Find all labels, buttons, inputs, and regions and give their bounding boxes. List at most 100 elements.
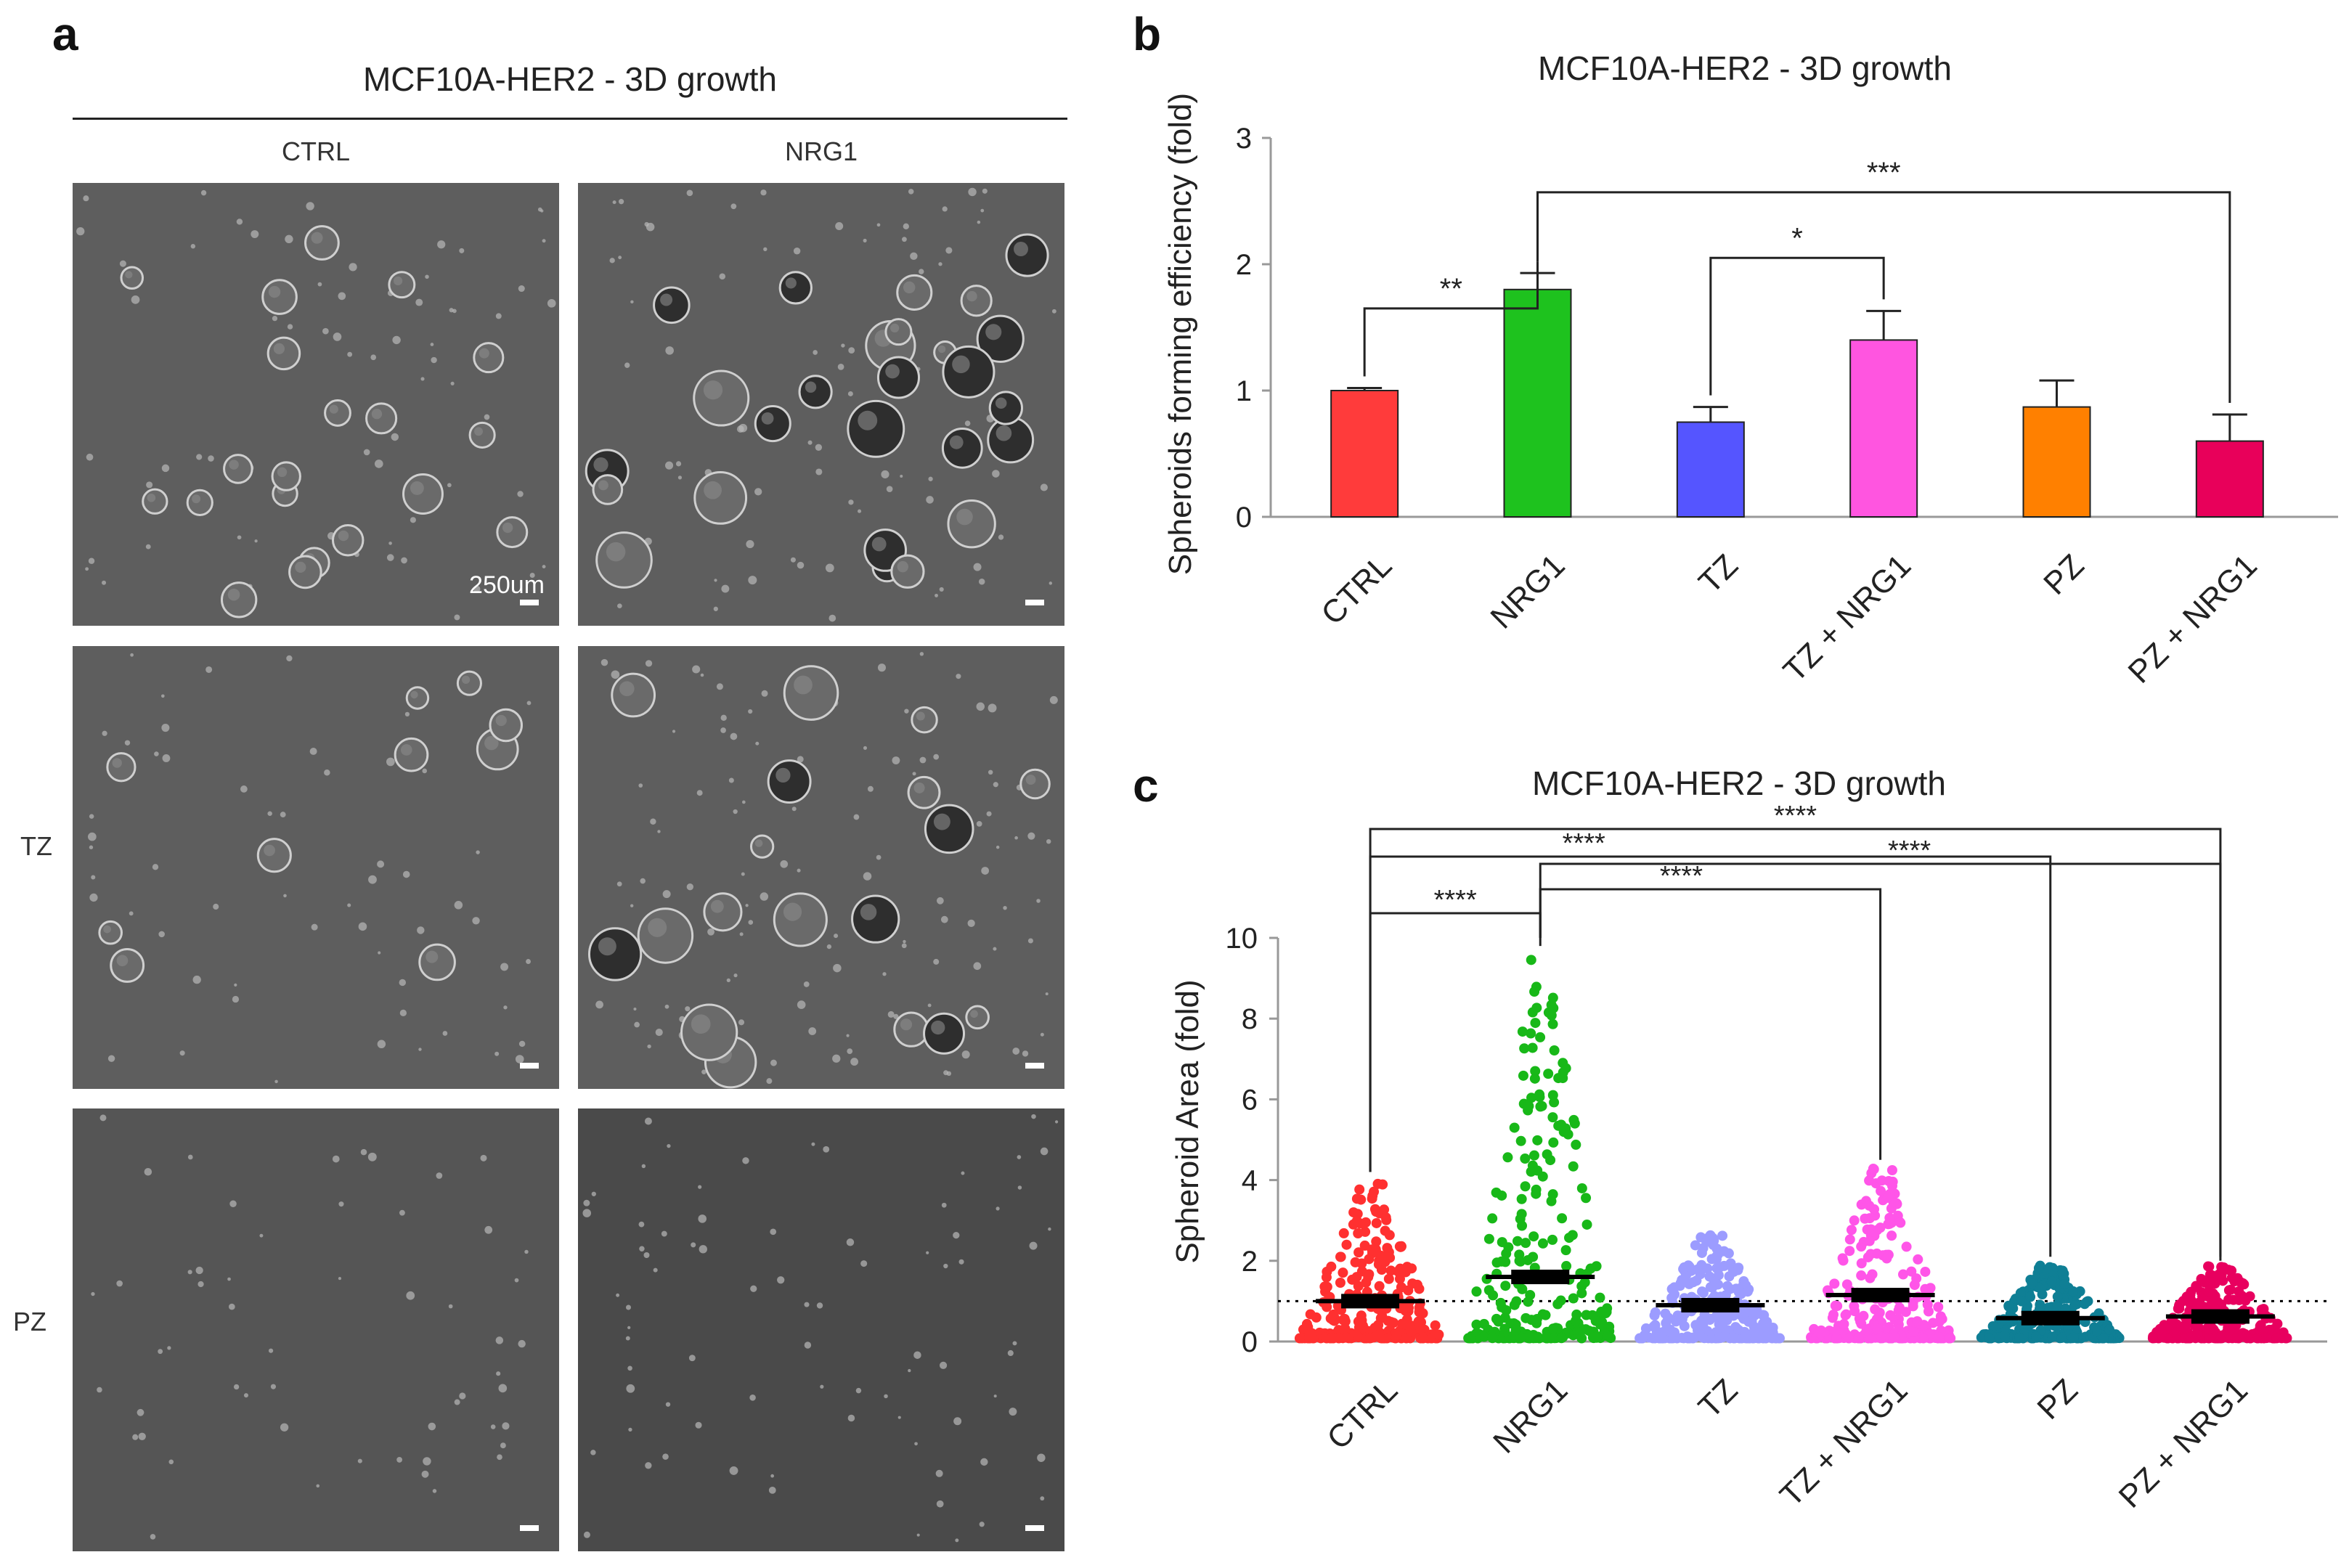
data-point <box>1758 1330 1769 1341</box>
data-point <box>1328 1309 1339 1320</box>
debris-dot <box>700 673 704 677</box>
debris-dot <box>630 904 634 907</box>
data-point <box>1707 1282 1718 1293</box>
data-point <box>1547 1018 1558 1029</box>
debris-dot <box>768 1486 776 1494</box>
debris-dot <box>863 872 872 881</box>
spheroid <box>884 318 913 346</box>
data-point <box>1595 1292 1605 1303</box>
data-point <box>1530 1018 1541 1029</box>
debris-dot <box>237 535 242 540</box>
data-point <box>1348 1207 1359 1218</box>
debris-dot <box>161 724 170 732</box>
debris-dot <box>1045 992 1049 996</box>
debris-dot <box>691 1242 696 1248</box>
spheroid-highlight <box>900 1018 913 1031</box>
debris-dot <box>823 1146 830 1153</box>
data-point <box>1865 1249 1876 1259</box>
data-point <box>1875 1222 1886 1233</box>
data-point <box>1400 1302 1411 1312</box>
spheroid <box>456 670 482 696</box>
debris-dot <box>625 1336 630 1341</box>
data-point <box>1884 1212 1895 1223</box>
data-point <box>1724 1271 1735 1282</box>
debris-dot <box>777 1276 785 1284</box>
debris-dot <box>404 711 410 716</box>
debris-dot <box>903 939 906 944</box>
data-point <box>1669 1327 1680 1338</box>
data-point <box>1895 1217 1906 1228</box>
debris-dot <box>750 1285 757 1292</box>
spheroid-highlight <box>996 425 1012 441</box>
debris-dot <box>876 223 881 227</box>
debris-dot <box>739 932 744 936</box>
scale-bar <box>1025 600 1044 605</box>
data-point <box>1546 1010 1557 1021</box>
data-point <box>1528 1231 1539 1242</box>
debris-dot <box>935 1469 943 1477</box>
debris-dot <box>968 187 977 197</box>
debris-dot <box>886 486 893 492</box>
data-point <box>1856 1258 1867 1269</box>
debris-dot <box>728 777 734 783</box>
micrograph-tz-nrg1 <box>578 646 1064 1089</box>
debris-dot <box>154 751 159 756</box>
data-point <box>2014 1332 2024 1343</box>
data-point <box>1984 1333 1995 1344</box>
debris-dot <box>754 488 762 496</box>
spheroid-highlight <box>952 355 970 374</box>
debris-dot <box>803 981 810 987</box>
data-point <box>1530 1066 1541 1077</box>
debris-dot <box>797 1000 806 1009</box>
row-label-pz: PZ <box>13 1307 47 1336</box>
debris-dot <box>192 975 201 984</box>
data-point <box>1900 1307 1911 1318</box>
data-point <box>1353 1247 1364 1258</box>
spheroid <box>960 285 993 317</box>
data-point <box>1767 1323 1778 1334</box>
debris-dot <box>698 1185 702 1189</box>
data-point <box>1385 1317 1396 1328</box>
data-point <box>1391 1330 1402 1341</box>
data-point <box>1371 1217 1382 1228</box>
data-point <box>2079 1299 2090 1310</box>
data-point <box>2047 1331 2058 1342</box>
debris-dot <box>935 593 938 597</box>
debris-dot <box>665 346 674 355</box>
data-point <box>1371 1236 1382 1247</box>
spheroid-highlight <box>495 714 507 727</box>
debris-dot <box>837 363 844 370</box>
debris-dot <box>338 1277 342 1281</box>
debris-dot <box>745 904 749 907</box>
debris-dot <box>618 256 622 260</box>
debris-dot <box>410 517 416 523</box>
debris-dot <box>793 248 801 255</box>
debris-dot <box>1031 1114 1036 1119</box>
spheroid-highlight <box>311 232 323 244</box>
spheroid-highlight <box>785 277 797 289</box>
debris-dot <box>766 1078 773 1085</box>
spheroid <box>106 752 137 783</box>
data-point <box>1674 1281 1685 1291</box>
data-point <box>1867 1269 1878 1280</box>
spheroid <box>1005 233 1049 277</box>
data-point <box>2234 1294 2245 1304</box>
data-point <box>2261 1333 2272 1344</box>
data-point <box>1471 1319 1482 1330</box>
data-point <box>1374 1255 1385 1266</box>
data-point <box>2218 1275 2228 1286</box>
data-point <box>1856 1270 1867 1281</box>
debris-dot <box>988 703 997 713</box>
debris-dot <box>692 665 701 674</box>
debris-dot <box>748 709 753 714</box>
debris-dot <box>973 563 982 571</box>
debris-dot <box>85 567 89 571</box>
debris-dot <box>877 663 886 672</box>
data-point <box>1587 1310 1598 1320</box>
data-point <box>1650 1307 1661 1318</box>
data-point <box>1639 1330 1650 1341</box>
debris-dot <box>162 754 171 762</box>
spheroid-highlight <box>710 899 724 913</box>
debris-dot <box>964 420 971 426</box>
debris-dot <box>232 995 240 1003</box>
